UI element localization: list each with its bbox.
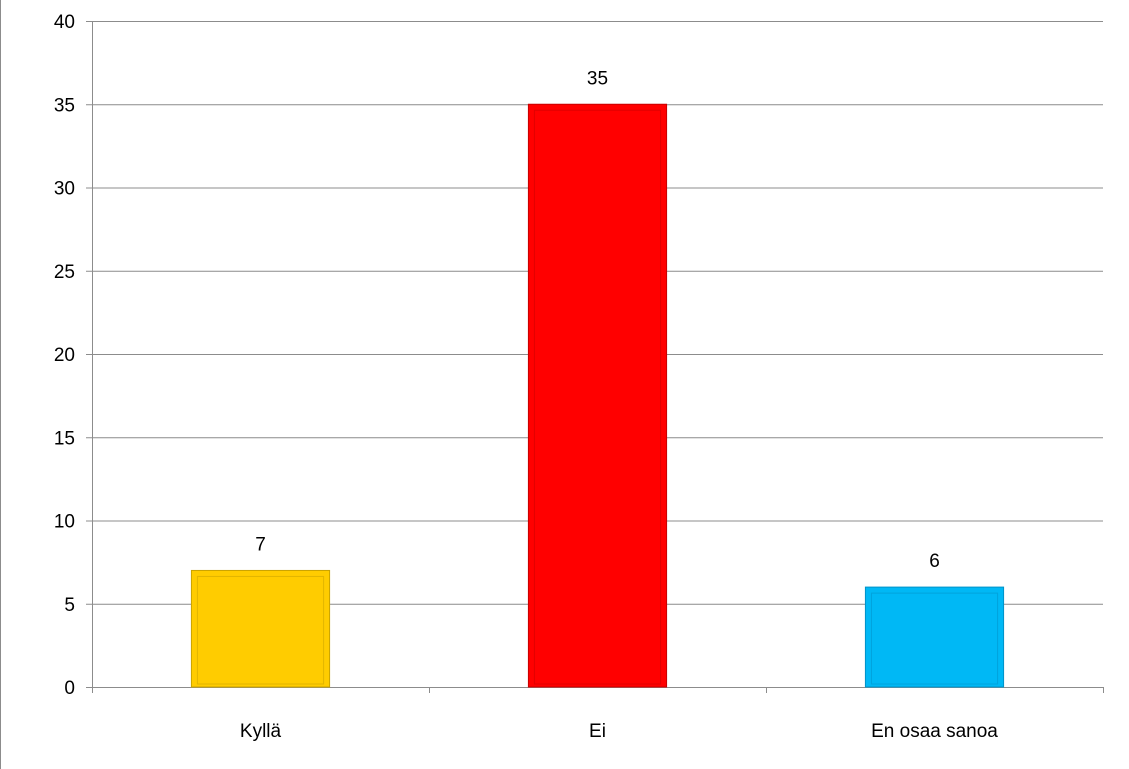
y-tick-label: 40 [54,12,75,33]
bar-bevel [533,109,662,685]
bars [190,103,1005,688]
y-tick-label: 0 [64,678,75,699]
bar-bevel [196,575,325,685]
bar-1 [527,103,668,688]
y-tick-label: 5 [64,595,75,616]
x-category-label: Kyllä [240,721,282,742]
data-label: 6 [929,551,940,572]
y-tick-label: 15 [54,428,75,449]
y-tick-label: 10 [54,512,75,533]
y-tick-label: 30 [54,179,75,200]
bar-2 [864,586,1005,688]
y-tick-label: 20 [54,345,75,366]
y-tick-label: 25 [54,262,75,283]
x-category-label: En osaa sanoa [871,721,998,742]
y-tick-label: 35 [54,95,75,116]
bar-bevel [870,592,999,685]
labels: 0 5 10 15 20 25 30 35 40 7 Kyllä 35 Ei 6 En osaa sanoa [54,12,998,742]
x-category-label: Ei [589,721,606,742]
bar-0 [190,569,331,688]
data-label: 7 [255,534,266,555]
data-label: 35 [587,68,608,89]
